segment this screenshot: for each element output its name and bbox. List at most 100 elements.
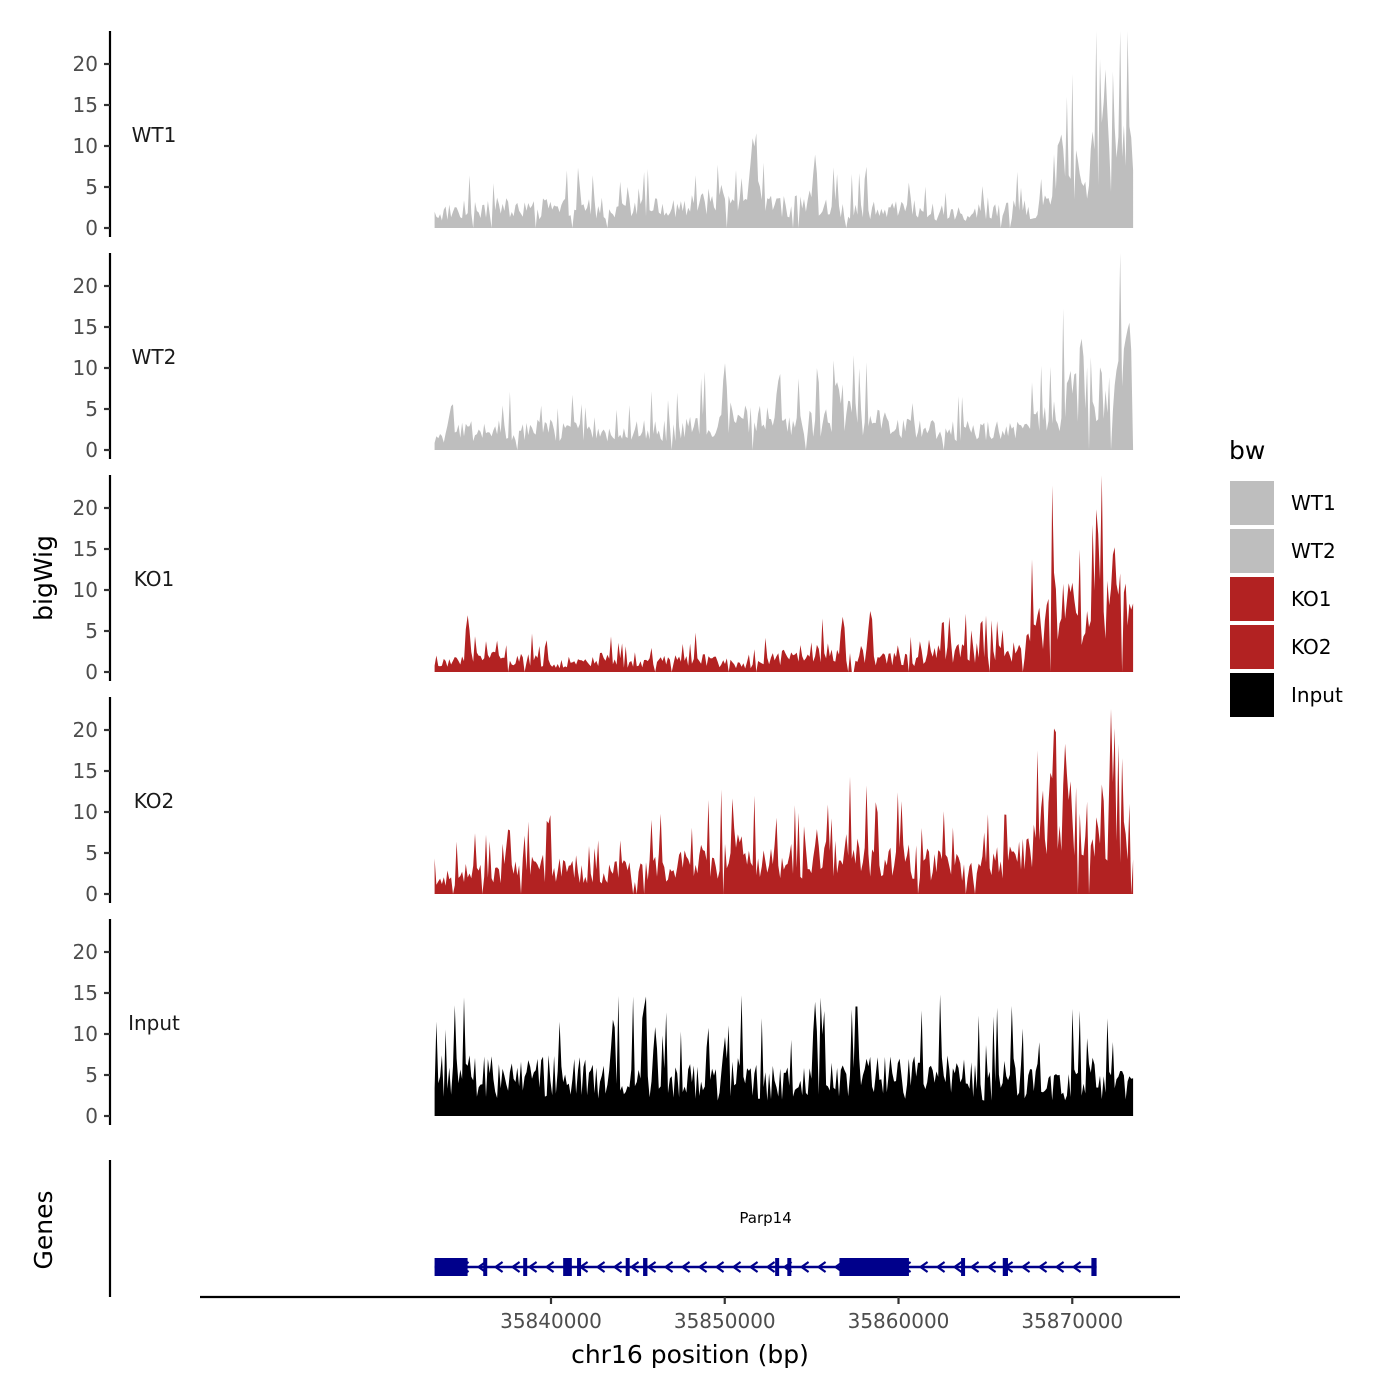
legend-label-ko2: KO2 (1291, 635, 1332, 659)
y-tick-label: 5 (85, 619, 98, 643)
strand-arrow (748, 1261, 759, 1273)
strand-arrow (663, 1261, 674, 1273)
signal-area-input (434, 994, 1134, 1116)
exon (523, 1258, 528, 1276)
legend-swatch-ko1 (1230, 577, 1274, 621)
legend-swatch-wt2 (1230, 529, 1274, 573)
strand-arrow (680, 1261, 691, 1273)
y-tick-label: 20 (73, 52, 98, 76)
legend-swatch-ko2 (1230, 625, 1274, 669)
track-panel-wt1: 0 5 10 15 20 WT1 (73, 31, 1134, 240)
signal-area-wt2 (434, 253, 1134, 450)
track-panel-wt2: 0 5 10 15 20 WT2 (73, 253, 1134, 462)
strand-arrow (918, 1261, 929, 1273)
legend-title: bw (1229, 436, 1265, 465)
track-label-ko2: KO2 (134, 789, 175, 813)
y-tick-label: 20 (73, 274, 98, 298)
y-tick-label: 20 (73, 940, 98, 964)
exon (483, 1258, 488, 1276)
strand-arrow (986, 1261, 997, 1273)
legend: bw WT1 WT2 KO1 KO2 Input (1229, 436, 1343, 717)
strand-arrow (527, 1261, 538, 1273)
strand-arrow (714, 1261, 725, 1273)
y-tick-label: 5 (85, 397, 98, 421)
strand-arrow (1020, 1261, 1031, 1273)
track-label-input: Input (128, 1011, 180, 1035)
exon (577, 1258, 582, 1276)
track-panel-ko2: 0 5 10 15 20 KO2 (73, 697, 1134, 906)
strand-arrow (629, 1261, 640, 1273)
strand-arrow (646, 1261, 657, 1273)
y-tick-label: 15 (73, 315, 98, 339)
track-panel-ko1: 0 5 10 15 20 KO1 (73, 475, 1134, 684)
x-tick-label: 35870000 (1021, 1309, 1123, 1333)
strand-arrow (799, 1261, 810, 1273)
strand-arrow (731, 1261, 742, 1273)
strand-arrow (952, 1261, 963, 1273)
track-label-wt1: WT1 (132, 123, 177, 147)
y-tick-label: 10 (73, 134, 98, 158)
strand-arrow (765, 1261, 776, 1273)
y-tick-label: 15 (73, 537, 98, 561)
strand-arrow (1071, 1261, 1082, 1273)
strand-arrow (816, 1261, 827, 1273)
legend-label-ko1: KO1 (1291, 587, 1332, 611)
strand-arrow (595, 1261, 606, 1273)
x-tick-label: 35860000 (848, 1309, 950, 1333)
y-tick-label: 0 (85, 1104, 98, 1128)
exon (787, 1258, 792, 1276)
signal-area-ko1 (434, 475, 1134, 672)
x-tick-label: 35850000 (674, 1309, 776, 1333)
genes-track: Parp14 (108, 1160, 1097, 1297)
gene-name-label: Parp14 (739, 1209, 791, 1227)
strand-arrow (1054, 1261, 1065, 1273)
y-tick-label: 0 (85, 216, 98, 240)
y-tick-label: 10 (73, 800, 98, 824)
legend-label-input: Input (1291, 683, 1343, 707)
signal-area-ko2 (434, 709, 1134, 894)
strand-arrow (544, 1261, 555, 1273)
legend-swatch-input (1230, 673, 1274, 717)
strand-arrow (510, 1261, 521, 1273)
exon (1091, 1258, 1097, 1276)
y-axis-title: bigWig (29, 535, 58, 621)
legend-label-wt1: WT1 (1291, 491, 1336, 515)
strand-arrow (935, 1261, 946, 1273)
y-tick-label: 15 (73, 759, 98, 783)
y-tick-label: 20 (73, 718, 98, 742)
y-tick-label: 10 (73, 356, 98, 380)
track-panel-input: 0 5 10 15 20 Input (73, 919, 1134, 1128)
y-tick-label: 0 (85, 882, 98, 906)
exon (775, 1258, 780, 1276)
strand-arrow (697, 1261, 708, 1273)
x-tick-label: 35840000 (500, 1309, 602, 1333)
y-tick-label: 10 (73, 578, 98, 602)
y-tick-label: 5 (85, 1063, 98, 1087)
legend-label-wt2: WT2 (1291, 539, 1336, 563)
strand-arrow (1037, 1261, 1048, 1273)
exon (643, 1258, 648, 1276)
exon (625, 1258, 630, 1276)
y-tick-label: 5 (85, 841, 98, 865)
y-tick-label: 15 (73, 981, 98, 1005)
track-label-wt2: WT2 (132, 345, 177, 369)
track-label-ko1: KO1 (134, 567, 175, 591)
y-tick-label: 0 (85, 660, 98, 684)
bigwig-tracks: 0 5 10 15 20 WT1 0 5 10 15 20 WT2 0 5 10 15 20 KO1 0 5 10 15 2… (73, 31, 1134, 1128)
exon (1002, 1258, 1008, 1276)
strand-arrow (612, 1261, 623, 1273)
strand-arrow (969, 1261, 980, 1273)
exon (839, 1258, 909, 1276)
exon (434, 1258, 468, 1276)
strand-arrow (493, 1261, 504, 1273)
y-tick-label: 0 (85, 438, 98, 462)
y-tick-label: 20 (73, 496, 98, 520)
signal-area-wt1 (434, 31, 1134, 229)
y-tick-label: 15 (73, 93, 98, 117)
legend-swatch-wt1 (1230, 481, 1274, 525)
exon (563, 1258, 572, 1276)
x-axis-title: chr16 position (bp) (571, 1340, 809, 1369)
y-tick-label: 10 (73, 1022, 98, 1046)
exon (961, 1258, 966, 1276)
